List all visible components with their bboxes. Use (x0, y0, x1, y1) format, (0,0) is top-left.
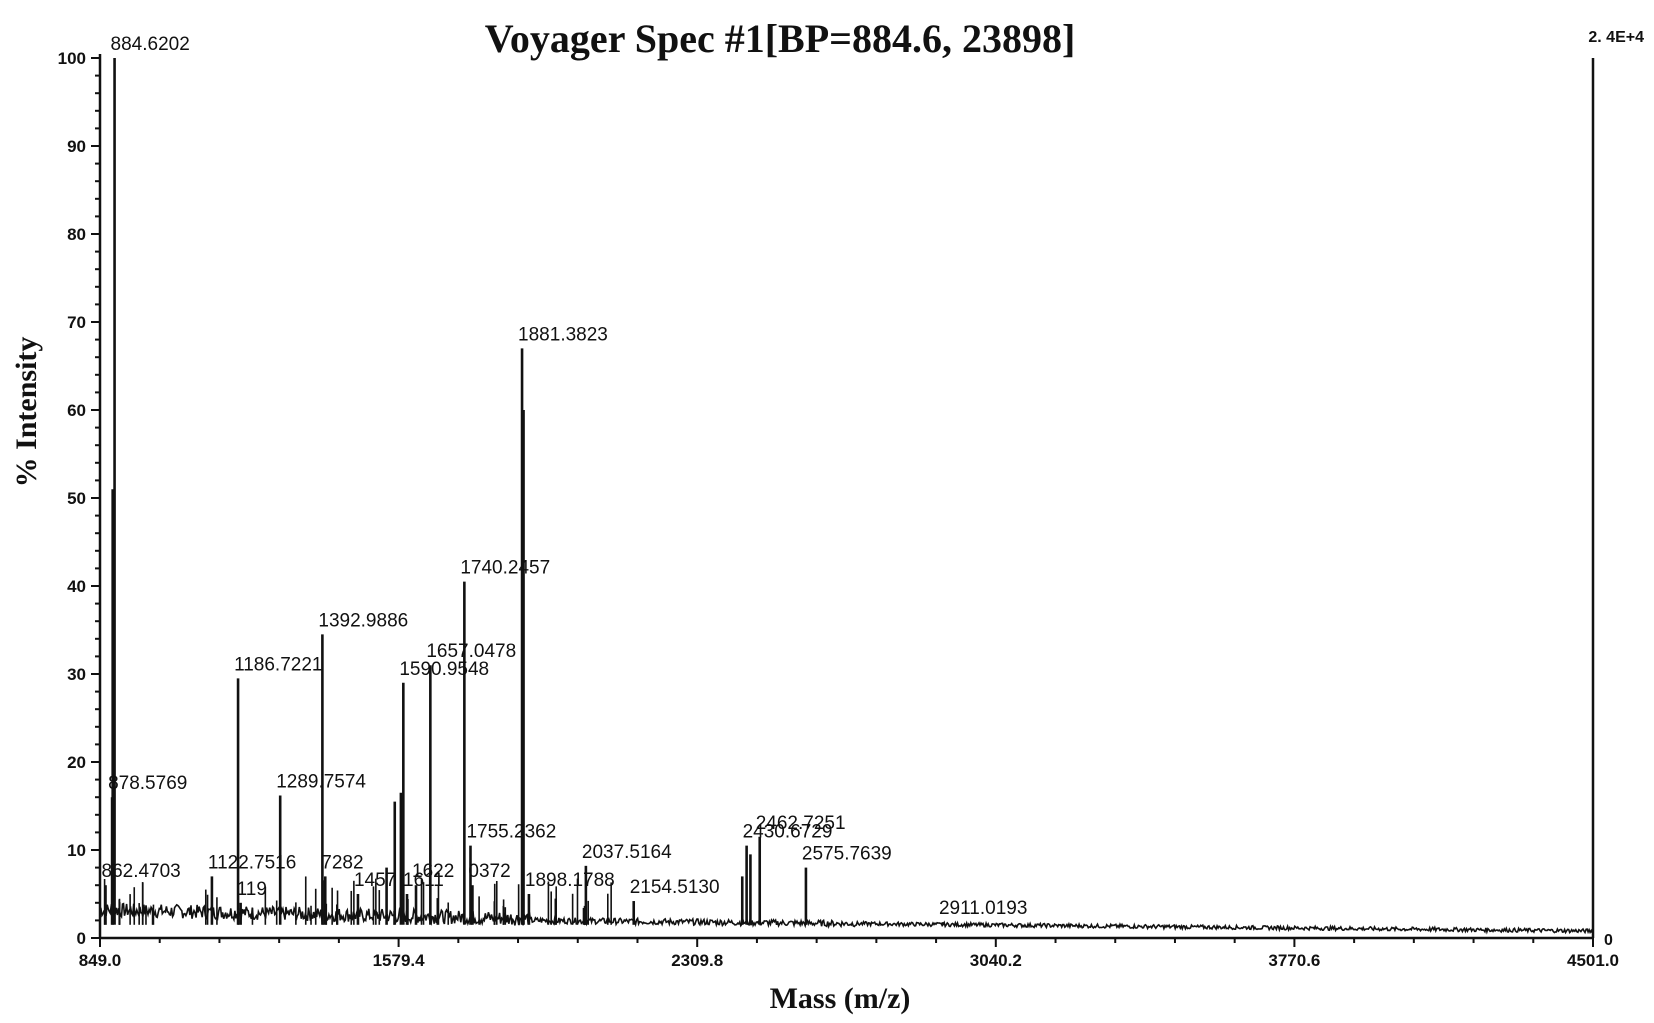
peak-label: 1457 (354, 870, 396, 891)
y-tick-label: 20 (67, 753, 86, 772)
chart-title: Voyager Spec #1[BP=884.6, 23898] (485, 16, 1076, 61)
axes: 0 10 20 30 40 50 60 70 80 90 100 849.0 1579.4 2309.8 3… (58, 49, 1619, 970)
y-tick-label: 60 (67, 401, 86, 420)
peak-label: 2037.5164 (582, 842, 672, 863)
x-tick-label: 3040.2 (970, 951, 1022, 970)
peak-label: 2911.0193 (939, 898, 1027, 919)
y-tick-label: 100 (58, 49, 86, 68)
peak-label: 2430.6729 (743, 822, 833, 843)
y-tick-label: 30 (67, 665, 86, 684)
peak-label: 2154.5130 (630, 877, 720, 898)
peak-label: 1657.0478 (426, 641, 516, 662)
peak-label: 1898.1788 (525, 870, 615, 891)
peak-label: 1289.7574 (276, 771, 366, 792)
y-tick-label: 90 (67, 137, 86, 156)
peak-label: 1622 (412, 861, 454, 882)
baseline-noise (99, 876, 1593, 935)
x-tick-label: 849.0 (79, 951, 122, 970)
y-tick-label: 10 (67, 841, 86, 860)
peak-label: 878.5769 (108, 773, 187, 794)
right-axis-top-label: 2. 4E+4 (1588, 29, 1644, 46)
peak-label: 1740.2457 (460, 558, 550, 579)
x-tick-label: 3770.6 (1268, 951, 1320, 970)
y-tick-label: 80 (67, 225, 86, 244)
peak-label: 1186.7221 (234, 654, 322, 675)
peak-label: 0372 (468, 861, 510, 882)
peak-label: 1392.9886 (318, 610, 408, 631)
x-tick-label: 4501.0 (1567, 951, 1619, 970)
y-tick-label: 0 (77, 929, 86, 948)
peak-label: 862.4703 (102, 861, 181, 882)
right-axis-bottom-label: 0 (1604, 932, 1613, 949)
peaks (104, 58, 945, 925)
y-tick-label: 40 (67, 577, 86, 596)
x-axis-label: Mass (m/z) (770, 982, 911, 1015)
peak-label: 1122.7516 (208, 852, 296, 873)
peak-label: 7282 (321, 852, 363, 873)
peak-label: 2575.7639 (802, 844, 892, 865)
peak-label: 884.6202 (111, 34, 190, 55)
peak-label: 1590.9548 (399, 659, 489, 680)
peak-label: 2462.7251 (756, 813, 846, 834)
noise-trace (99, 902, 1593, 935)
y-axis-label: % Intensity (10, 337, 43, 488)
peak-labels: 878.5769 884.6202 862.4703 1122.7516 1186.72… (102, 34, 1028, 919)
peak-label: 1611 (403, 870, 444, 891)
peak-label: 1755.2362 (466, 822, 556, 843)
x-tick-label: 2309.8 (671, 951, 723, 970)
x-tick-label: 1579.4 (373, 951, 426, 970)
peak-label: 119 (237, 879, 267, 900)
peak-label: 1881.3823 (518, 324, 608, 345)
y-tick-label: 50 (67, 489, 86, 508)
y-tick-label: 70 (67, 313, 86, 332)
